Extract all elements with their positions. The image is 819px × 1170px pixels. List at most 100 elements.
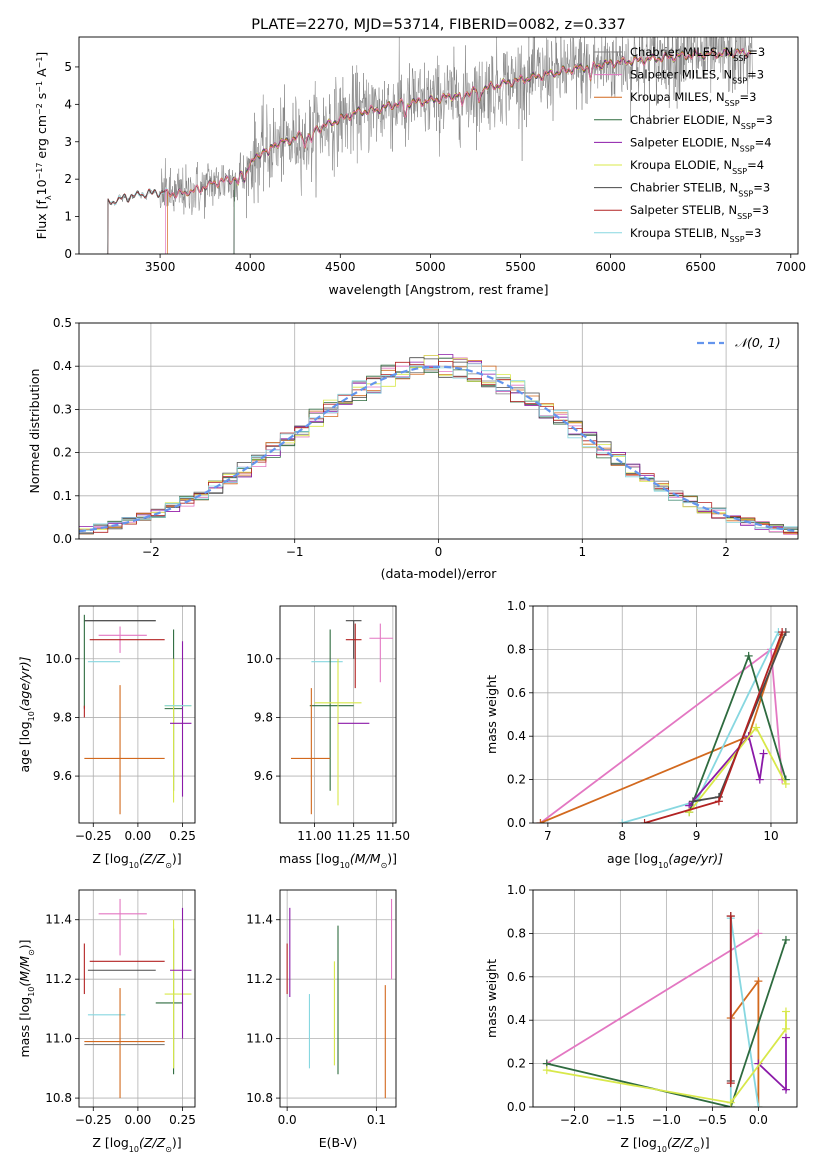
panel-age_vs_Z: −0.25 0.00 0.25 9.6 9.8 10.0 Z [log10(Z/Z⊙)] ag… bbox=[17, 605, 196, 870]
y-tick-label: 0.1 bbox=[53, 489, 72, 503]
y-axis-label: mass [log10(M/M⊙)] bbox=[17, 939, 36, 1057]
weight-marker bbox=[754, 929, 763, 938]
y-tick-label: 0.4 bbox=[507, 729, 526, 743]
y-tick-label: 0.2 bbox=[507, 1057, 526, 1071]
weight-marker bbox=[781, 1024, 790, 1033]
x-tick-label: 6500 bbox=[685, 260, 716, 274]
x-tick-label: 2 bbox=[722, 545, 730, 559]
y-tick-label: 0.0 bbox=[53, 532, 72, 546]
x-tick-label: 1 bbox=[578, 545, 586, 559]
x-tick-label: 9 bbox=[693, 829, 701, 843]
spectrum-chart: 3500 4000 4500 5000 5500 6000 6500 7000 0 1 2 3 4 5 PL… bbox=[34, 17, 806, 297]
weight-marker bbox=[536, 819, 545, 823]
legend-label: Salpeter ELODIE, NSSP=4 bbox=[630, 135, 772, 153]
legend-label: 𝒩(0, 1) bbox=[735, 335, 781, 350]
y-axis-label: age [log10(age/yr)] bbox=[17, 656, 36, 772]
x-tick-label: 6000 bbox=[595, 260, 626, 274]
x-tick-label: 0.0 bbox=[749, 1113, 768, 1127]
x-tick-label: 10 bbox=[763, 829, 778, 843]
x-tick-label: 5000 bbox=[415, 260, 446, 274]
legend-label: Kroupa STELIB, NSSP=3 bbox=[630, 226, 761, 244]
errorbar-point bbox=[170, 907, 192, 1039]
errorbar-point bbox=[164, 658, 192, 803]
errorbar-point bbox=[170, 641, 192, 797]
weight-marker bbox=[754, 977, 763, 986]
y-tick-label: 11.2 bbox=[246, 972, 273, 986]
y-axis-label: mass weight bbox=[484, 675, 499, 754]
weight-marker bbox=[618, 819, 627, 823]
weight-marker bbox=[755, 775, 764, 784]
y-tick-label: 5 bbox=[64, 60, 72, 74]
errorbar-point bbox=[309, 629, 354, 791]
legend-label: Chabrier MILES, NSSP=3 bbox=[630, 45, 765, 63]
y-tick-label: 9.6 bbox=[53, 769, 72, 783]
x-tick-label: −0.25 bbox=[75, 1113, 112, 1127]
y-tick-label: 0.8 bbox=[507, 926, 526, 940]
x-axis-label: Z [log10(Z/Z⊙)] bbox=[620, 1135, 709, 1154]
y-tick-label: 10.8 bbox=[246, 1091, 273, 1105]
axes-frame bbox=[78, 889, 196, 1108]
x-tick-label: 0.25 bbox=[169, 1113, 196, 1127]
x-tick-label: 11.00 bbox=[297, 829, 331, 843]
plot-area bbox=[542, 912, 790, 1107]
x-tick-label: −1.5 bbox=[606, 1113, 635, 1127]
errorbar-point bbox=[290, 688, 331, 815]
weight-marker bbox=[714, 797, 723, 806]
x-axis-label: mass [log10(M/M⊙)] bbox=[279, 851, 397, 870]
y-tick-label: 4 bbox=[64, 97, 72, 111]
x-tick-label: 0.25 bbox=[169, 829, 196, 843]
y-tick-label: 0.0 bbox=[507, 1100, 526, 1114]
y-tick-label: 9.6 bbox=[254, 769, 273, 783]
x-tick-label: −0.5 bbox=[698, 1113, 727, 1127]
axes-frame bbox=[279, 889, 397, 1108]
y-tick-label: 11.0 bbox=[45, 1032, 72, 1046]
x-tick-label: 3500 bbox=[145, 260, 176, 274]
errorbar-point bbox=[369, 623, 393, 683]
weight-line-kroupa_elodie bbox=[546, 1011, 787, 1104]
errorbar-point bbox=[98, 898, 147, 956]
x-tick-label: 5500 bbox=[505, 260, 536, 274]
weight-marker bbox=[781, 1085, 790, 1094]
y-tick-label: 10.0 bbox=[45, 652, 72, 666]
y-tick-label: 0.5 bbox=[53, 316, 72, 330]
y-tick-label: 10.0 bbox=[246, 652, 273, 666]
errorbar-point bbox=[84, 988, 165, 1099]
y-tick-label: 0.4 bbox=[53, 359, 72, 373]
weight-marker bbox=[781, 1007, 790, 1016]
plot-area bbox=[83, 898, 192, 1099]
x-tick-label: 0 bbox=[435, 545, 443, 559]
weight-marker bbox=[752, 723, 761, 732]
weight-marker bbox=[726, 1079, 735, 1088]
y-tick-label: 11.2 bbox=[45, 972, 72, 986]
y-axis-label: mass weight bbox=[484, 959, 499, 1038]
x-tick-label: 11.50 bbox=[376, 829, 410, 843]
x-tick-label: −1.0 bbox=[652, 1113, 681, 1127]
y-tick-label: 0.4 bbox=[507, 1013, 526, 1027]
x-tick-label: 8 bbox=[618, 829, 626, 843]
y-tick-label: 1.0 bbox=[507, 883, 526, 897]
weight-marker bbox=[759, 749, 768, 758]
plot-area bbox=[107, 37, 754, 254]
x-tick-label: 4000 bbox=[235, 260, 266, 274]
weight-marker bbox=[688, 797, 697, 806]
x-tick-label: 0.00 bbox=[125, 1113, 152, 1127]
panel-age_vs_mass: 11.00 11.25 11.50 9.6 9.8 10.0 mass [log10(M/M… bbox=[246, 605, 410, 870]
x-tick-label: 7 bbox=[544, 829, 552, 843]
weight-marker bbox=[781, 1033, 790, 1042]
x-axis-label: wavelength [Angstrom, rest frame] bbox=[328, 282, 548, 297]
errorbar-point bbox=[164, 919, 192, 1069]
errorbar-point bbox=[84, 685, 165, 815]
y-tick-label: 0.2 bbox=[53, 446, 72, 460]
weight-line-salpeter_stelib bbox=[644, 631, 783, 823]
axes-frame bbox=[279, 605, 397, 824]
y-tick-label: 0.0 bbox=[507, 816, 526, 830]
legend-label: Salpeter STELIB, NSSP=3 bbox=[630, 203, 769, 221]
legend: 𝒩(0, 1) bbox=[697, 335, 781, 350]
y-tick-label: 1.0 bbox=[507, 599, 526, 613]
weight-line-salpeter_miles bbox=[546, 932, 759, 1065]
axes-frame bbox=[532, 889, 798, 1108]
x-tick-label: −2.0 bbox=[560, 1113, 589, 1127]
panel-massweight_vs_Z: −2.0 −1.5 −1.0 −0.5 0.0 0.0 0.2 0.4 0.6 0.8 1.0 Z [… bbox=[484, 883, 798, 1154]
x-axis-label: E(B-V) bbox=[319, 1135, 358, 1150]
chart-title: PLATE=2270, MJD=53714, FIBERID=0082, z=0… bbox=[251, 17, 625, 33]
